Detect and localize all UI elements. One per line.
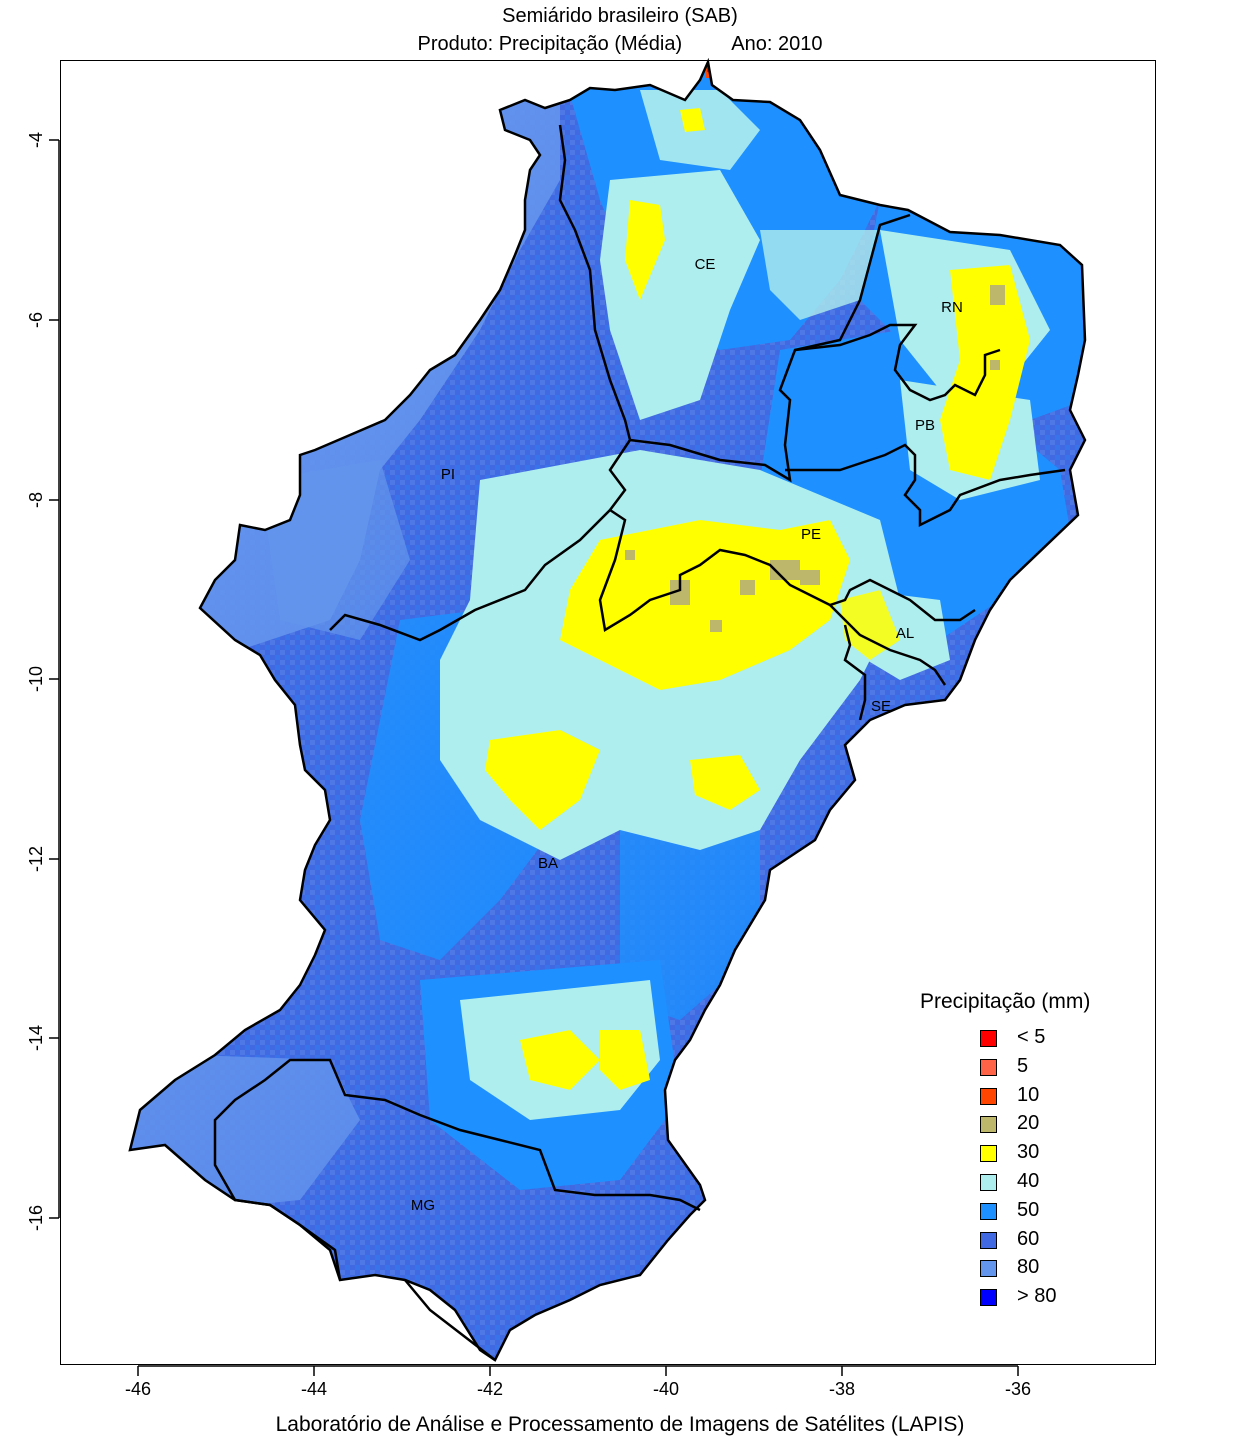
- legend-label: 10: [1017, 1083, 1040, 1106]
- y-tick-label: -10: [26, 666, 46, 692]
- y-tick-label: -14: [26, 1025, 46, 1051]
- x-tick-label: -36: [1005, 1379, 1031, 1399]
- legend-swatch: [980, 1145, 997, 1163]
- y-axis: [49, 139, 60, 1219]
- legend-label: 80: [1017, 1256, 1040, 1279]
- x-tick-label: -42: [477, 1379, 503, 1399]
- legend-item: 80: [980, 1256, 1140, 1285]
- legend-item: 50: [980, 1199, 1140, 1228]
- legend-swatch: [980, 1174, 997, 1191]
- y-tick-label: -4: [26, 132, 46, 148]
- legend-label: < 5: [1017, 1026, 1046, 1048]
- y-tick-label: -6: [26, 312, 46, 328]
- x-tick-label: -40: [653, 1379, 679, 1399]
- legend-swatch: [980, 1058, 997, 1076]
- x-tick-label: -38: [829, 1379, 855, 1399]
- legend-swatch: [980, 1116, 997, 1134]
- x-tick-label: -46: [125, 1379, 151, 1399]
- state-label-mg: MG: [411, 1197, 435, 1214]
- legend-swatch: [980, 1260, 997, 1278]
- legend: Precipitação (mm) < 5 5 10 20 30 40 50 60 80 > 80: [920, 990, 1091, 1307]
- y-tick-label: -16: [26, 1205, 46, 1231]
- product-label: Produto: Precipitação (Média): [417, 33, 683, 55]
- state-labels: CE RN PB PI PE AL SE BA MG: [411, 256, 963, 1214]
- state-label-ce: CE: [695, 256, 716, 273]
- state-label-rn: RN: [941, 299, 963, 316]
- state-label-al: AL: [896, 625, 914, 642]
- legend-label: > 80: [1017, 1285, 1057, 1308]
- legend-label: 50: [1017, 1198, 1040, 1221]
- state-borders: [213, 124, 1066, 1361]
- legend-item: > 80: [980, 1285, 1140, 1314]
- state-label-ba: BA: [538, 855, 558, 872]
- legend-item: < 5: [980, 1026, 1140, 1055]
- legend-item: 60: [980, 1228, 1140, 1257]
- legend-item: 5: [980, 1055, 1140, 1084]
- state-label-pe: PE: [801, 526, 821, 543]
- state-label-pb: PB: [915, 417, 935, 434]
- x-axis: [137, 1365, 1019, 1376]
- y-tick-label: -12: [26, 846, 46, 872]
- y-tick-label: -8: [26, 492, 46, 508]
- legend-label: 60: [1017, 1227, 1040, 1250]
- legend-title: Precipitação (mm): [920, 990, 1091, 1013]
- footer-credit: Laboratório de Análise e Processamento d…: [275, 1413, 965, 1436]
- legend-item: 30: [980, 1141, 1140, 1170]
- legend-item: 20: [980, 1112, 1140, 1141]
- legend-swatch: [980, 1030, 997, 1047]
- legend-label: 30: [1017, 1141, 1040, 1164]
- state-label-pi: PI: [441, 466, 455, 483]
- map-title: Semiárido brasileiro (SAB): [502, 5, 738, 27]
- legend-swatch: [980, 1087, 997, 1105]
- x-tick-label: -44: [301, 1379, 327, 1399]
- legend-swatch: [980, 1202, 997, 1220]
- legend-label: 40: [1017, 1170, 1040, 1192]
- legend-swatch: [980, 1231, 997, 1249]
- legend-label: 5: [1017, 1054, 1029, 1077]
- legend-item: 40: [980, 1170, 1140, 1199]
- legend-label: 20: [1017, 1112, 1040, 1135]
- state-label-se: SE: [871, 698, 891, 715]
- year-label: Ano: 2010: [731, 33, 823, 55]
- legend-item: 10: [980, 1084, 1140, 1113]
- map-subtitle: Produto: Precipitação (Média) Ano: 2010: [0, 33, 1240, 56]
- legend-swatch: [980, 1289, 997, 1307]
